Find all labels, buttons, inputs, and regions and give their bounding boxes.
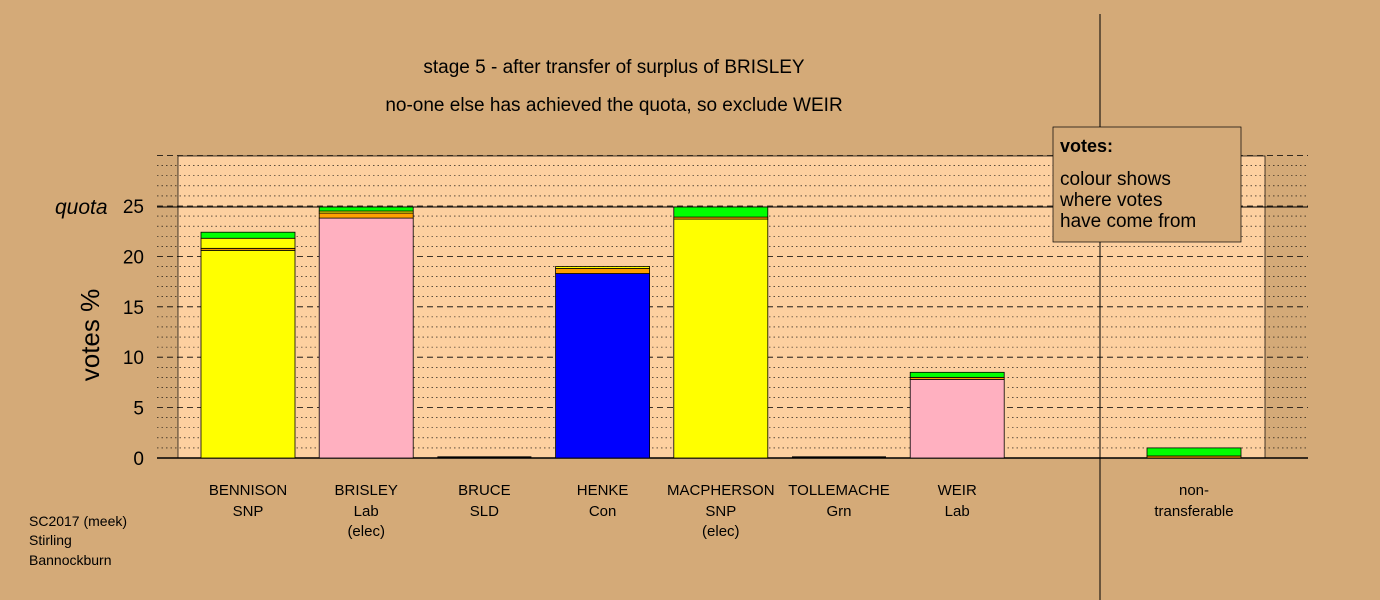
y-tick-label: 10 [123,348,144,369]
y-tick-label: 20 [123,247,144,268]
candidate-status: (elec) [347,523,385,540]
legend-line: colour shows [1060,169,1171,190]
candidate-name: HENKE [577,482,629,499]
candidate-name: BRISLEY [335,482,398,499]
footer: SC2017 (meek) Stirling Bannockburn [29,513,127,568]
candidate-name: TOLLEMACHE [788,482,889,499]
bar-brisley [318,206,414,459]
bar-segment-grn [909,371,1005,378]
bar-segment-snp [200,237,296,249]
non-transferable-label: transferable [1154,503,1233,520]
candidate-party: SNP [705,503,736,520]
y-tick-label: 5 [133,399,144,420]
candidate-name: BRUCE [458,482,511,499]
candidate-party: Lab [945,503,970,520]
quota-label: quota [55,196,108,219]
bar-segment-sld [318,212,414,219]
candidate-party: Con [589,503,617,520]
bars [200,206,1242,459]
y-tick-label: 0 [133,449,144,470]
legend-line: have come from [1060,211,1196,232]
bar-segment-snp [673,218,769,459]
candidate-name: MACPHERSON [667,482,775,499]
y-tick-label: 15 [123,298,144,319]
bar-segment-grn [200,231,296,239]
candidate-party: Lab [354,503,379,520]
bar-segment-con [555,273,650,459]
bar-segment-lab [318,217,414,459]
candidate-party: SNP [233,503,264,520]
candidate-party: Grn [826,503,851,520]
bar-segment-grn [318,206,414,212]
y-axis-ticks: 0 5 10 15 20 25 [123,197,144,470]
bar-macpherson [673,206,769,459]
x-axis-labels: BENNISON SNP BRISLEY Lab (elec) BRUCE SLD HENKE… [209,482,1234,540]
legend-title: votes: [1060,136,1113,156]
chart-title-line2: no-one else has achieved the quota, so e… [385,95,842,116]
bar-henke [555,266,650,459]
legend-box: votes: colour shows where votes have com… [1052,126,1242,243]
candidate-party: SLD [470,503,499,520]
candidate-status: (elec) [702,523,740,540]
bar-segment-grn [673,206,769,218]
legend-line: where votes [1059,190,1162,211]
bar-segment-snp [555,266,650,269]
bar-segment-grn [1146,447,1242,457]
candidate-name: WEIR [938,482,977,499]
y-axis-label: votes % [75,289,105,382]
y-tick-label: 25 [123,197,144,218]
bar-weir [909,371,1005,459]
bar-segment-lab [909,378,1005,459]
footer-line: Bannockburn [29,552,112,568]
bar-segment-snp [200,249,296,459]
bar-segment-sld [555,268,650,274]
bar-bennison [200,231,296,459]
bar-non-transferable [1146,447,1242,459]
candidate-name: BENNISON [209,482,287,499]
chart-title-line1: stage 5 - after transfer of surplus of B… [423,57,805,78]
footer-line: Stirling [29,532,72,548]
non-transferable-label: non- [1179,482,1209,499]
footer-line: SC2017 (meek) [29,513,127,529]
